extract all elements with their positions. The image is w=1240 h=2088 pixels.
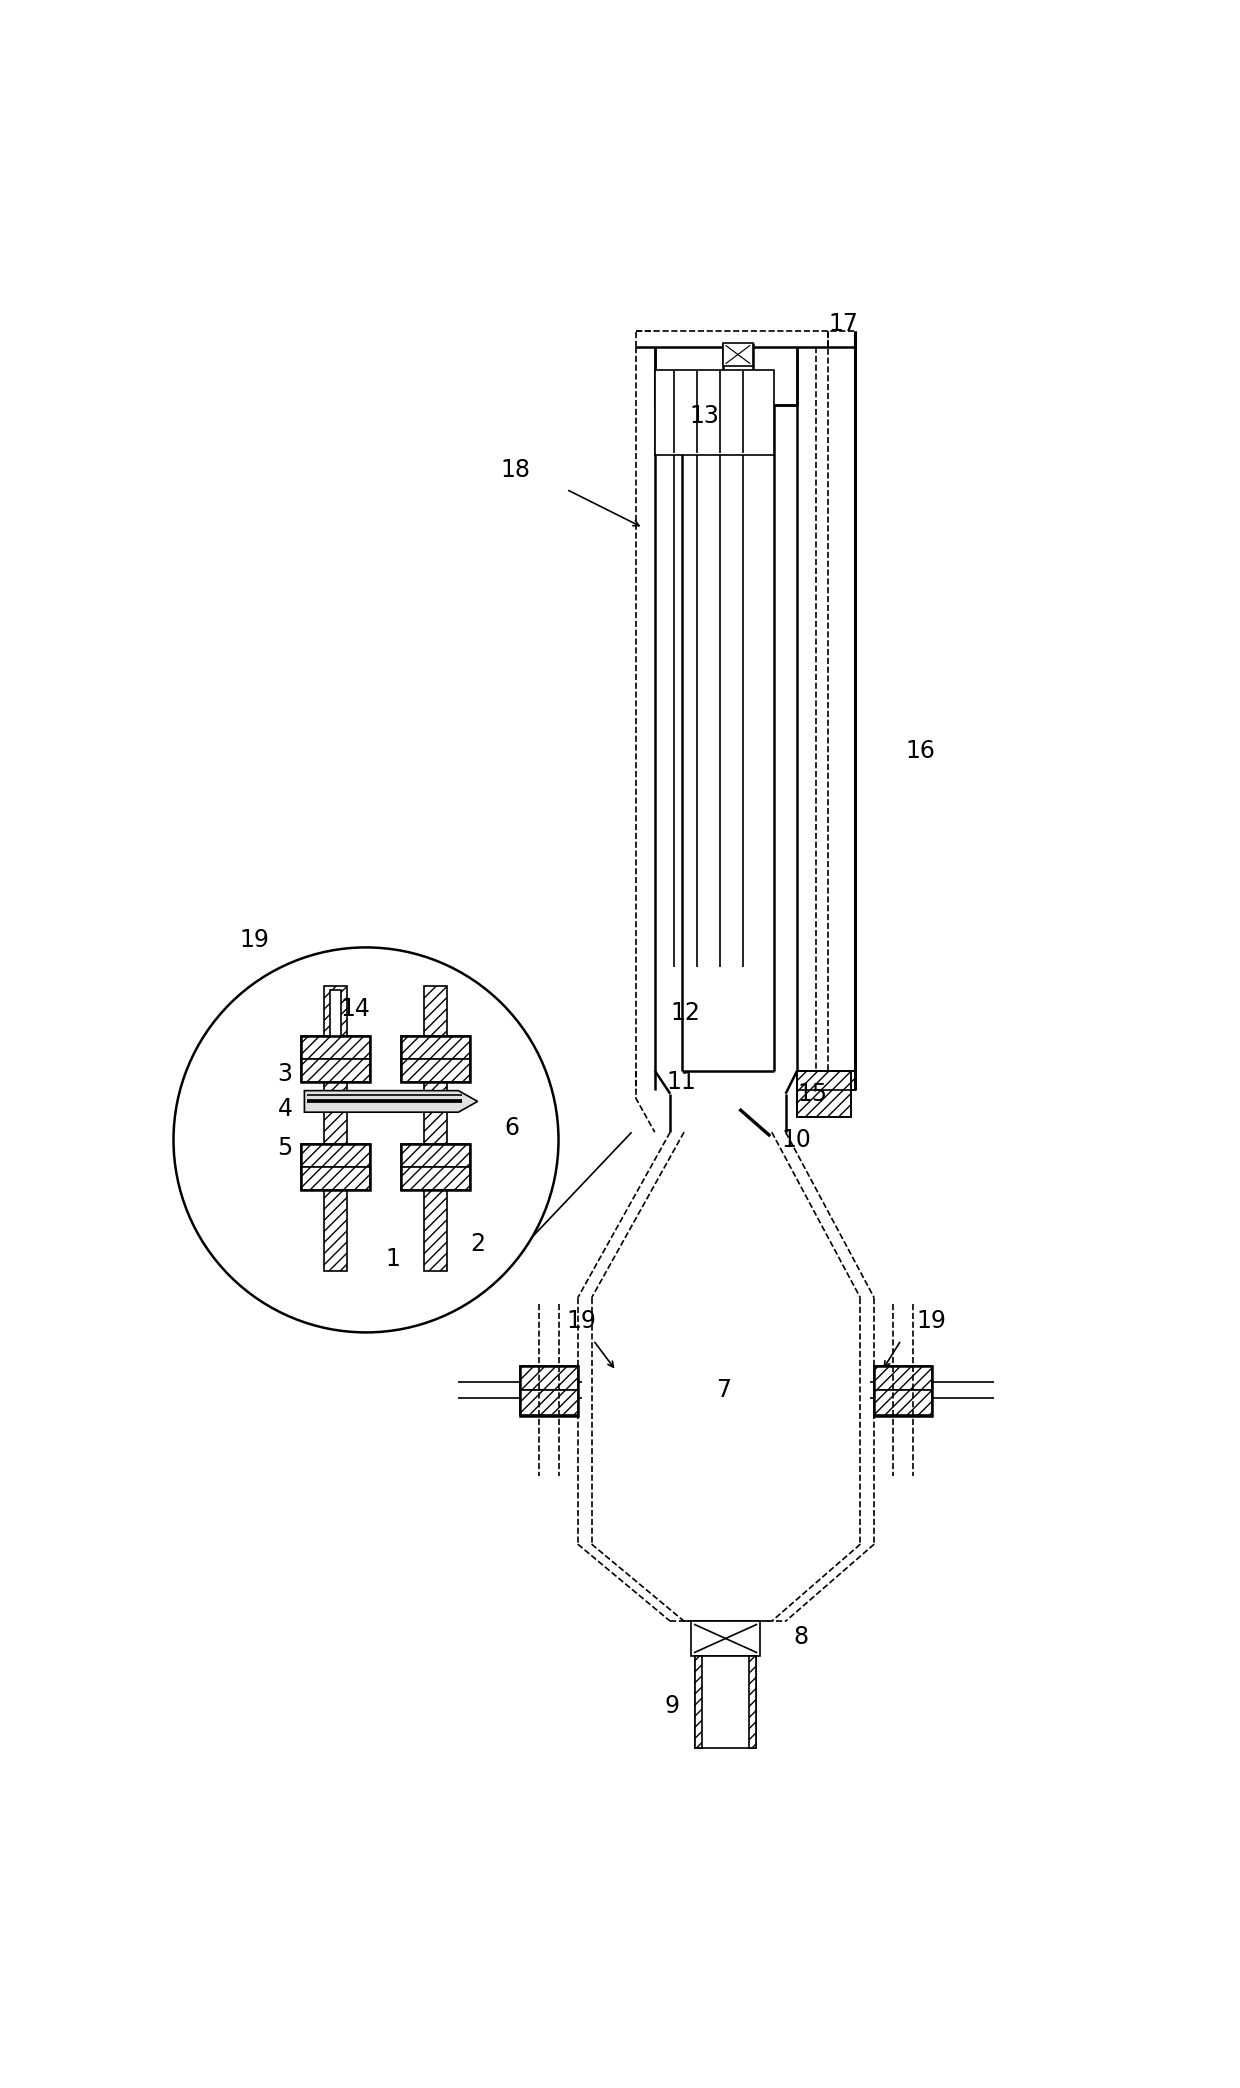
Text: 1: 1 [386, 1247, 401, 1272]
Bar [520, 1366, 578, 1416]
Text: 14: 14 [341, 996, 371, 1021]
Bar [401, 1036, 470, 1082]
Text: 12: 12 [670, 1000, 701, 1025]
Text: 19: 19 [916, 1309, 946, 1332]
Text: 17: 17 [828, 311, 858, 336]
Bar [723, 342, 753, 365]
Text: 2: 2 [470, 1232, 485, 1255]
Text: 18: 18 [501, 457, 531, 482]
Text: 5: 5 [278, 1136, 293, 1159]
Bar [401, 1036, 470, 1059]
Bar [520, 1391, 578, 1416]
Bar [694, 1656, 756, 1748]
Bar [401, 1144, 470, 1190]
Text: 7: 7 [717, 1378, 732, 1403]
Bar [424, 986, 446, 1272]
Text: 10: 10 [781, 1128, 812, 1153]
Bar [324, 986, 347, 1272]
Bar [300, 1036, 370, 1082]
Circle shape [174, 948, 558, 1332]
Bar [694, 1656, 703, 1748]
Bar [797, 1071, 854, 1090]
Bar [797, 1071, 854, 1090]
Bar [749, 1656, 756, 1748]
Text: 8: 8 [794, 1624, 808, 1650]
Bar [300, 1167, 370, 1190]
Text: 19: 19 [239, 927, 269, 952]
Text: 6: 6 [505, 1117, 520, 1140]
Bar [300, 1036, 370, 1059]
Bar [655, 370, 774, 455]
Bar [874, 1366, 932, 1391]
Bar [401, 1167, 470, 1190]
Text: 9: 9 [665, 1693, 680, 1718]
Text: 19: 19 [567, 1309, 596, 1332]
Bar [300, 1059, 370, 1082]
Bar [520, 1366, 578, 1391]
Bar [797, 1071, 851, 1117]
Text: 15: 15 [797, 1082, 827, 1107]
Bar [874, 1391, 932, 1416]
Bar [330, 990, 341, 1036]
Polygon shape [304, 1090, 477, 1113]
Text: 4: 4 [278, 1096, 293, 1121]
Bar [401, 1059, 470, 1082]
Bar [300, 1144, 370, 1167]
Bar [797, 1071, 851, 1117]
Bar [401, 1144, 470, 1167]
Bar [691, 1620, 760, 1656]
Text: 11: 11 [666, 1071, 696, 1094]
Text: 16: 16 [905, 739, 935, 762]
Bar [874, 1366, 932, 1416]
Bar [300, 1144, 370, 1190]
Text: 13: 13 [689, 405, 719, 428]
Text: 3: 3 [278, 1063, 293, 1086]
